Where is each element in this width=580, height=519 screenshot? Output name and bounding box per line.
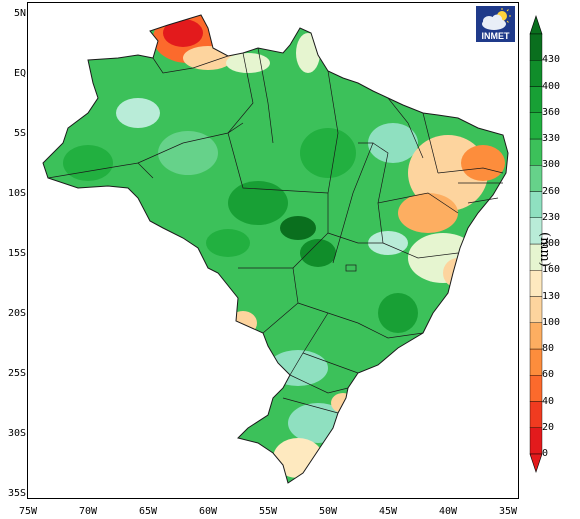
colorbar-bottom-arrow [529,453,543,473]
state-borders [47,47,504,414]
colorbar-level-label: 0 [542,448,549,459]
colorbar-segment [529,191,543,218]
inmet-logo: INMET [475,5,516,43]
colorbar-level-label: 400 [542,80,561,92]
colorbar-level-label: 260 [542,185,561,197]
lon-label: 35W [498,506,518,517]
colorbar-segment [529,33,543,61]
lon-label: 40W [438,506,458,517]
lon-label: 45W [378,506,398,517]
colorbar-level-label: 100 [542,316,561,328]
colorbar-segment [529,60,543,87]
colorbar-segment [529,427,543,455]
colorbar-segment [529,375,543,402]
colorbar-segment [529,86,543,113]
precipitation-map [28,3,518,498]
colorbar-level-label: 40 [542,395,555,407]
lat-label: 25S [7,368,26,379]
colorbar-unit: (mm) [537,232,552,267]
colorbar-segment [529,165,543,192]
colorbar [529,15,543,473]
lat-label: EQ [13,68,26,79]
cloud-sun-icon [482,8,511,30]
colorbar-level-label: 360 [542,106,561,118]
lat-label: 5N [13,8,26,19]
country-outline [42,14,509,484]
colorbar-level-label: 130 [542,290,561,302]
colorbar-segment [529,296,543,323]
colorbar-segment [529,322,543,350]
colorbar-level-label: 80 [542,343,555,354]
colorbar-segment [529,401,543,428]
lon-label: 55W [258,506,278,517]
lon-label: 75W [18,506,38,517]
colorbar-level-label: 60 [542,369,555,381]
colorbar-segment [529,138,543,166]
lat-label: 10S [7,188,26,199]
lat-label: 5S [13,128,26,139]
lon-label: 65W [138,506,158,517]
colorbar-level-label: 20 [542,421,555,433]
lon-label: 70W [78,506,98,517]
lat-label: 35S [7,488,26,499]
map-frame [27,2,519,499]
lon-label: 60W [198,506,218,517]
colorbar-level-label: 430 [542,54,561,66]
colorbar-level-label: 160 [542,264,561,276]
logo-text: INMET [481,31,510,41]
colorbar-level-label: 230 [542,211,561,223]
colorbar-top-arrow [529,15,543,35]
lat-label: 20S [7,308,26,319]
colorbar-segment [529,348,543,376]
lat-label: 15S [7,248,26,259]
colorbar-level-label: 200 [542,238,561,249]
colorbar-segment [529,112,543,140]
colorbar-segment [529,270,543,297]
colorbar-level-label: 300 [542,159,561,171]
colorbar-level-label: 330 [542,133,561,144]
lat-label: 30S [7,428,26,439]
lon-label: 50W [318,506,338,517]
